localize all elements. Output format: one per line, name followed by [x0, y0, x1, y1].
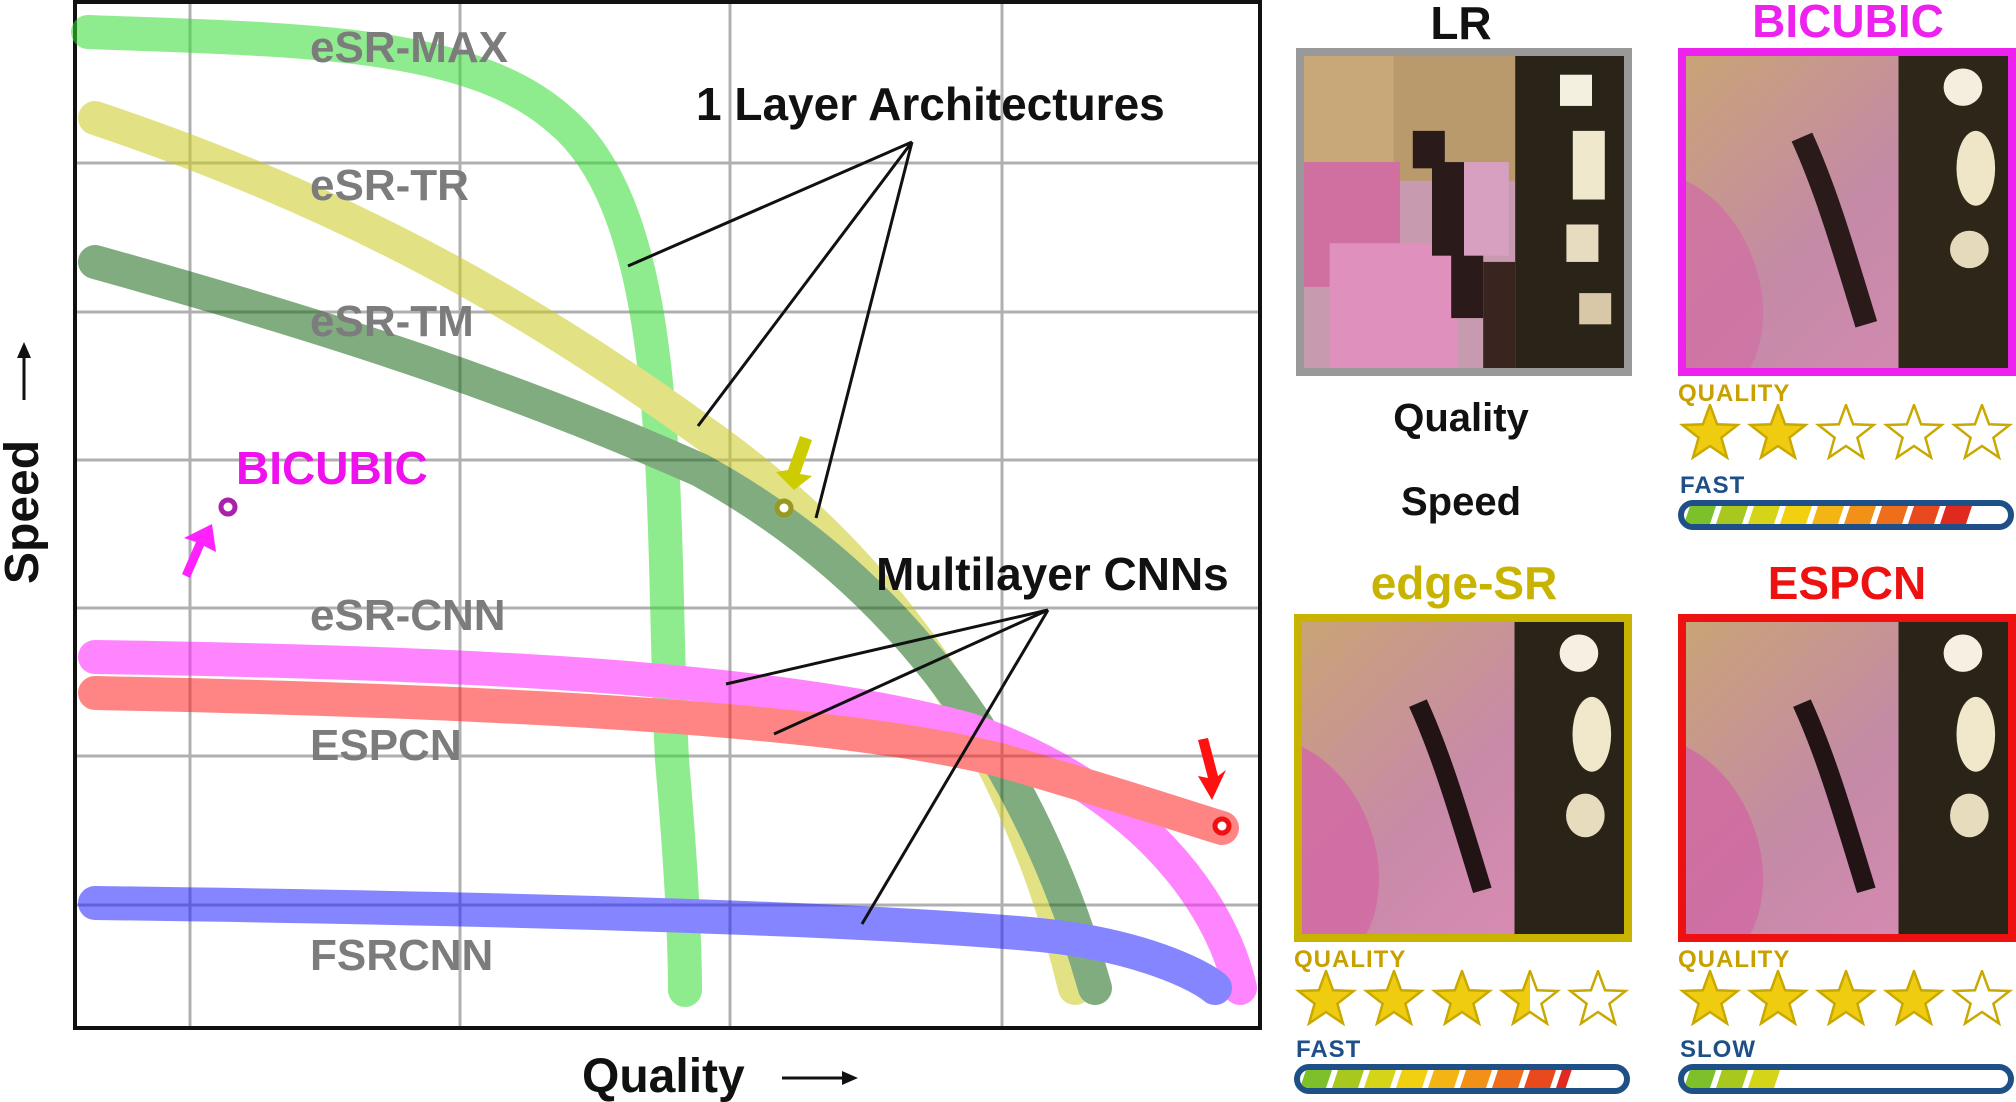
star-icon	[1882, 970, 1946, 1026]
x-axis-label: Quality	[582, 1050, 745, 1102]
bicubic-quality-stars	[1678, 404, 2014, 460]
bicubic-point	[218, 497, 238, 517]
espcn-quality-label: QUALITY	[1678, 946, 1791, 973]
curve-esr-max	[71, 15, 702, 1007]
y-axis-label: Speed	[0, 440, 49, 584]
speed-segment	[1396, 1070, 1428, 1088]
lr-image	[1296, 48, 1632, 376]
star-icon	[1814, 404, 1878, 460]
speed-segment	[1556, 1070, 1572, 1088]
star-icon	[1746, 404, 1810, 460]
panel-title-espcn: ESPCN	[1767, 557, 1927, 609]
edge-sr-image-art	[1302, 622, 1624, 934]
label-esr-tm: eSR-TM	[310, 297, 474, 346]
edge-sr-speed-bar	[1294, 1064, 1630, 1094]
star-icon	[1294, 970, 1358, 1026]
label-esr-max: eSR-MAX	[310, 23, 508, 72]
edge-sr-quality-stars	[1294, 970, 1630, 1026]
bicubic-speed-bar	[1678, 500, 2014, 530]
speed-segment	[1300, 1070, 1332, 1088]
legend-quality-text: Quality	[1393, 396, 1529, 440]
annotation-lines	[627, 140, 1050, 925]
star-icon	[1678, 970, 1742, 1026]
star-icon	[1950, 970, 2014, 1026]
edge-sr-quality-label: QUALITY	[1294, 946, 1407, 973]
panel-title-bicubic: BICUBIC	[1752, 0, 1944, 47]
star-icon	[1430, 970, 1494, 1026]
bicubic-label: BICUBIC	[236, 442, 428, 494]
curve-esr-tm	[78, 245, 1112, 1005]
speed-segment	[1492, 1070, 1524, 1088]
star-icon	[1814, 970, 1878, 1026]
star-icon	[1882, 404, 1946, 460]
speed-segment	[1780, 506, 1812, 524]
label-esr-tr: eSR-TR	[310, 161, 469, 210]
speed-bar-fill	[1684, 506, 1972, 524]
star-icon	[1746, 970, 1810, 1026]
edge-sr-image	[1294, 614, 1632, 942]
bicubic-arrow-icon	[182, 524, 216, 578]
speed-segment	[1524, 1070, 1556, 1088]
speed-segment	[1812, 506, 1844, 524]
speed-bar-fill	[1684, 1070, 1780, 1088]
speed-segment	[1748, 506, 1780, 524]
espcn-image-art	[1686, 622, 2008, 934]
label-fsrcnn: FSRCNN	[310, 931, 493, 980]
star-icon	[1678, 404, 1742, 460]
star-icon	[1566, 970, 1630, 1026]
edge-sr-point	[774, 498, 794, 518]
plot-frame	[73, 0, 1262, 1030]
espcn-quality-stars	[1678, 970, 2014, 1026]
bicubic-image	[1678, 48, 2016, 376]
speed-segment	[1940, 506, 1972, 524]
x-axis-title: Quality	[582, 1050, 858, 1102]
speed-segment	[1908, 506, 1940, 524]
speed-segment	[1684, 1070, 1716, 1088]
annotation-one-layer: 1 Layer Architectures	[696, 78, 1165, 130]
curve-fsrcnn	[78, 886, 1232, 1005]
espcn-speed-label: SLOW	[1680, 1036, 1756, 1063]
speed-segment	[1428, 1070, 1460, 1088]
speed-segment	[1716, 1070, 1748, 1088]
panel-title-lr: LR	[1430, 0, 1492, 49]
espcn-image	[1678, 614, 2016, 942]
speed-segment	[1460, 1070, 1492, 1088]
espcn-point	[1212, 816, 1232, 836]
speed-quality-diagram: eSR-MAX eSR-TR eSR-TM eSR-CNN ESPCN FSRC…	[0, 0, 1262, 1102]
y-axis-title: Speed	[0, 342, 49, 584]
espcn-speed-bar	[1678, 1064, 2014, 1094]
label-espcn: ESPCN	[310, 721, 462, 770]
speed-segment	[1748, 1070, 1780, 1088]
edge-sr-arrow-icon	[776, 436, 812, 490]
star-icon	[1362, 970, 1426, 1026]
star-icon	[1950, 404, 2014, 460]
annotation-multilayer: Multilayer CNNs	[876, 548, 1229, 600]
speed-segment	[1844, 506, 1876, 524]
panel-title-edge-sr: edge-SR	[1370, 557, 1558, 609]
speed-segment	[1332, 1070, 1364, 1088]
speed-bar-fill	[1300, 1070, 1572, 1088]
bicubic-image-art	[1686, 56, 2008, 368]
espcn-arrow-icon	[1198, 738, 1226, 800]
speed-segment	[1716, 506, 1748, 524]
star-icon	[1498, 970, 1562, 1026]
speed-segment	[1684, 506, 1716, 524]
label-esr-cnn: eSR-CNN	[310, 591, 506, 640]
legend-speed-text: Speed	[1400, 480, 1522, 524]
curve-espcn	[78, 676, 1239, 845]
bicubic-quality-label: QUALITY	[1678, 380, 1791, 407]
speed-segment	[1876, 506, 1908, 524]
curve-labels: eSR-MAX eSR-TR eSR-TM eSR-CNN ESPCN FSRC…	[310, 23, 508, 980]
curves	[71, 15, 1257, 1007]
bicubic-speed-label: FAST	[1680, 472, 1746, 499]
speed-segment	[1364, 1070, 1396, 1088]
curve-esr-cnn	[78, 640, 1257, 1005]
edge-sr-speed-label: FAST	[1296, 1036, 1362, 1063]
lr-image-art	[1304, 56, 1624, 368]
